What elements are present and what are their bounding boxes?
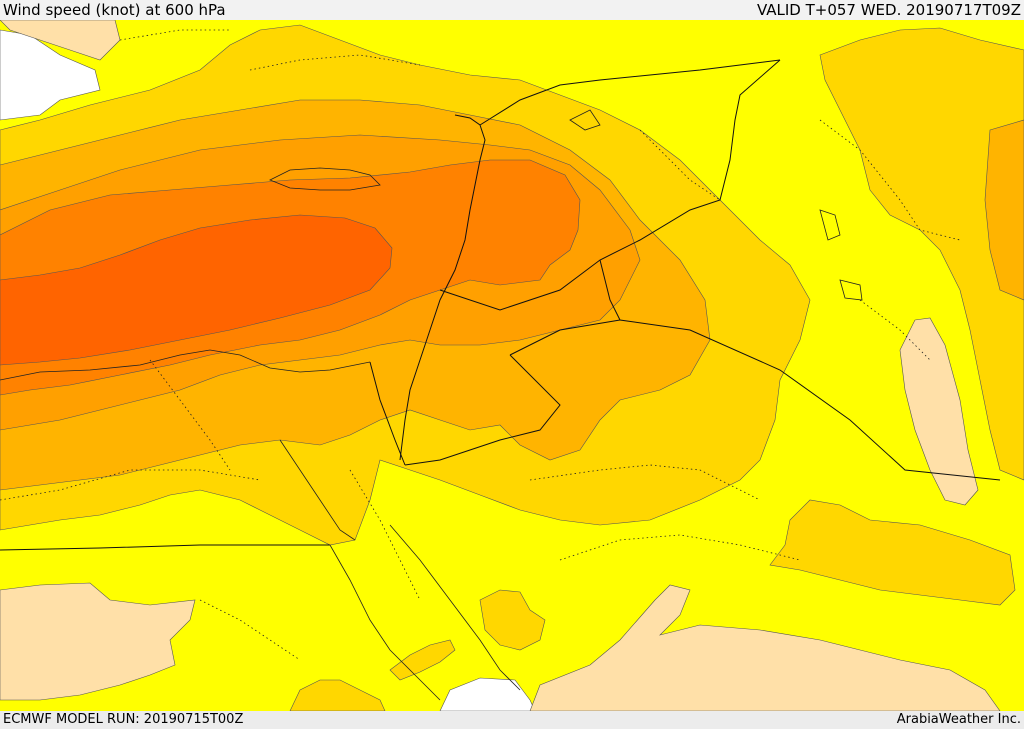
footer-bar: ECMWF MODEL RUN: 20190715T00Z ArabiaWeat… [0,711,1024,729]
light-zone-northwest [0,20,121,61]
coastlines [0,109,863,701]
wind-level-1-horn [289,679,386,711]
light-zone-sudan [0,582,196,701]
header-bar: Wind speed (knot) at 600 hPa VALID T+057… [0,0,1024,20]
wind-level-1-yemen-north [479,589,546,651]
wind-level-1-iraq [819,27,1024,481]
wind-speed-map [0,20,1024,711]
white-area-gulf-aden [439,677,536,711]
light-zone-east-arabia [529,584,1001,711]
internal-borders [0,29,961,661]
wind-level-1-strip [389,639,456,681]
wind-level-5 [0,214,393,366]
wind-level-2-east [984,119,1024,301]
valid-time-label: VALID T+057 WED. 20190717T09Z [756,1,1021,19]
map-canvas [0,20,1024,711]
wind-level-1-south [769,499,1016,606]
model-run-label: ECMWF MODEL RUN: 20190715T00Z [3,712,244,727]
country-borders [0,59,1001,551]
light-zone-gulf [899,317,979,506]
credit-label: ArabiaWeather Inc. [896,712,1021,727]
white-area-aegean [0,29,101,121]
map-title: Wind speed (knot) at 600 hPa [3,1,226,19]
